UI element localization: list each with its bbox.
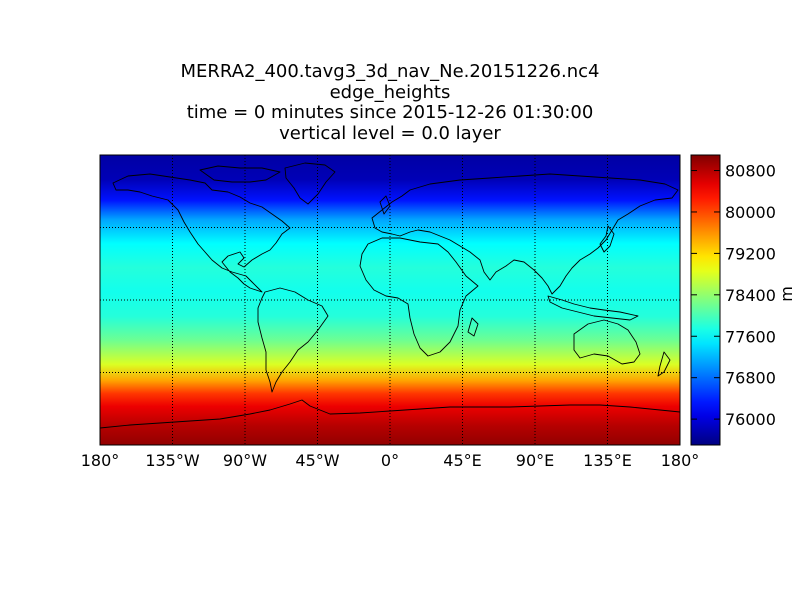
lon-tick-label: 180° xyxy=(81,451,120,470)
title-variable: edge_heights xyxy=(329,81,451,103)
title-time: time = 0 minutes since 2015-12-26 01:30:… xyxy=(186,102,594,123)
lon-tick-label: 0° xyxy=(381,451,399,470)
lon-tick-label: 45°E xyxy=(443,451,481,470)
colorbar-tick-label: 76000 xyxy=(725,410,776,429)
coastline-south-america xyxy=(257,287,329,393)
colorbar-unit-label: m xyxy=(777,286,796,302)
lon-tick-label: 180° xyxy=(661,451,700,470)
lon-tick-label: 90°E xyxy=(516,451,554,470)
colorbar-ticks: 76000 76800 77600 78400 79200 80000 80800 xyxy=(691,162,776,429)
colorbar-tick-label: 80800 xyxy=(725,162,776,181)
coastline-africa xyxy=(359,237,479,357)
lon-tick-label: 90°W xyxy=(223,451,267,470)
coastlines xyxy=(100,162,680,429)
plot-title: MERRA2_400.tavg3_3d_nav_Ne.20151226.nc4 … xyxy=(0,61,780,144)
map-frame xyxy=(99,154,681,446)
title-filename: MERRA2_400.tavg3_3d_nav_Ne.20151226.nc4 xyxy=(180,61,600,82)
coastline-australia xyxy=(573,319,641,365)
coastline-new-zealand xyxy=(657,351,671,377)
coastline-japan xyxy=(599,225,615,253)
colorbar-tick-label: 77600 xyxy=(725,327,776,346)
coastline-north-america xyxy=(112,173,291,293)
coastline-madagascar xyxy=(467,317,479,337)
coastline-antarctica xyxy=(100,399,680,429)
lon-tick-label: 45°W xyxy=(295,451,339,470)
colorbar xyxy=(690,154,721,446)
coastline-indonesia xyxy=(547,295,639,321)
lon-tick-labels: 180° 135°W 90°W 45°W 0° 45°E 90°E 135°E 180° xyxy=(81,451,700,470)
colorbar-tick-label: 80000 xyxy=(725,203,776,222)
coastline-arctic-islands xyxy=(199,165,281,183)
coastline-eurasia xyxy=(371,173,679,295)
lon-tick-label: 135°E xyxy=(583,451,632,470)
graticule xyxy=(100,155,680,445)
title-level: vertical level = 0.0 layer xyxy=(279,122,501,144)
colorbar-tick-label: 76800 xyxy=(725,369,776,388)
lon-tick-label: 135°W xyxy=(145,451,200,470)
colorbar-tick-label: 78400 xyxy=(725,286,776,305)
colorbar-tick-label: 79200 xyxy=(725,244,776,263)
